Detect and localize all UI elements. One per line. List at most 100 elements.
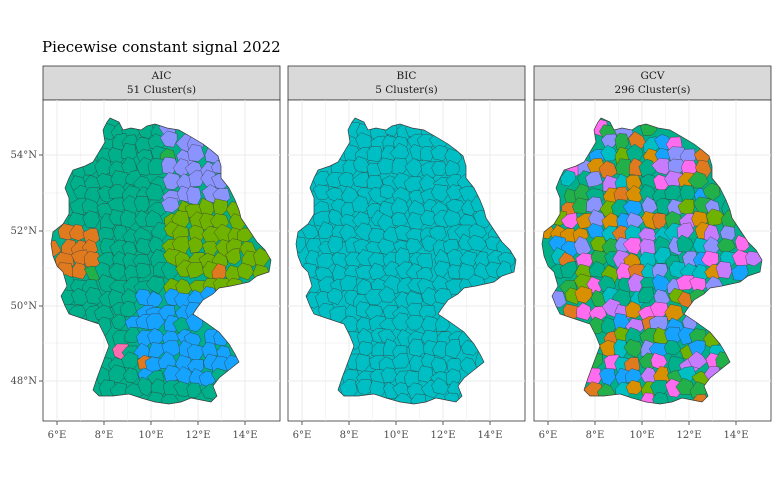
strip-method-gcv: GCV <box>640 70 664 82</box>
strip-clusters-gcv: 296 Cluster(s) <box>615 84 691 96</box>
district-region <box>655 197 672 216</box>
district-region <box>71 262 88 280</box>
y-tick-label: 50°N <box>11 301 38 312</box>
district-region <box>445 184 465 201</box>
x-axis-aic: 6°E 8°E 10°E 12°E 14°E <box>48 430 258 441</box>
district-region <box>355 264 373 280</box>
district-region <box>186 382 202 399</box>
district-region <box>225 248 242 265</box>
x-tick-label: 14°E <box>723 430 748 441</box>
country-outline <box>50 117 272 405</box>
y-axis: 54°N 52°N 50°N 48°N <box>11 150 43 387</box>
district-region <box>431 184 449 203</box>
district-region <box>122 367 139 384</box>
map-aic <box>50 117 272 405</box>
district-region <box>145 275 165 294</box>
map-gcv <box>541 117 763 405</box>
region-layer <box>542 118 762 404</box>
district-region <box>560 260 578 279</box>
y-tick-label: 52°N <box>11 226 38 237</box>
y-tick-label: 48°N <box>11 376 38 387</box>
district-region <box>574 286 593 304</box>
district-region <box>120 209 137 228</box>
district-region <box>145 183 165 201</box>
x-axis-gcv: 6°E 8°E 10°E 12°E 14°E <box>539 430 749 441</box>
x-tick-label: 12°E <box>185 430 210 441</box>
district-region <box>318 221 335 240</box>
district-region <box>121 351 139 370</box>
district-region <box>146 291 163 309</box>
district-region <box>715 261 733 279</box>
district-region <box>82 210 100 228</box>
district-region <box>585 170 604 188</box>
strip-gcv <box>533 65 772 101</box>
x-tick-label: 10°E <box>629 430 654 441</box>
district-region <box>85 287 104 305</box>
x-tick-label: 14°E <box>232 430 257 441</box>
region-layer <box>51 118 271 404</box>
panel-bic: BIC 5 Cluster(s) <box>287 65 526 425</box>
country-outline <box>295 117 517 405</box>
x-tick-label: 10°E <box>383 430 408 441</box>
district-region <box>431 377 451 395</box>
district-region <box>706 208 726 226</box>
district-region <box>237 262 255 281</box>
strip-bic <box>287 65 526 101</box>
x-tick-label: 12°E <box>676 430 701 441</box>
panel-gcv: GCV 296 Cluster(s) <box>533 65 772 425</box>
y-tick-label: 54°N <box>11 150 38 161</box>
district-region <box>161 196 180 213</box>
district-region <box>380 367 398 384</box>
district-region <box>151 222 168 241</box>
strip-clusters-aic: 51 Cluster(s) <box>127 84 196 96</box>
x-tick-label: 8°E <box>95 430 114 441</box>
district-region <box>111 314 127 331</box>
x-tick-label: 6°E <box>293 430 312 441</box>
district-region <box>637 286 655 304</box>
district-region <box>652 391 669 404</box>
district-region <box>312 184 331 200</box>
district-region <box>135 262 152 279</box>
district-region <box>576 302 592 321</box>
district-region <box>410 393 427 404</box>
district-region <box>70 287 90 306</box>
strip-method-aic: AIC <box>151 70 172 82</box>
district-region <box>687 351 708 369</box>
x-axis-bic: 6°E 8°E 10°E 12°E 14°E <box>293 430 503 441</box>
district-region <box>296 235 307 254</box>
district-region <box>137 376 154 397</box>
district-region <box>173 381 192 397</box>
district-region <box>588 260 607 278</box>
district-region <box>378 286 396 303</box>
district-region <box>391 352 410 369</box>
district-region <box>379 184 397 200</box>
district-region <box>430 144 449 162</box>
district-region <box>188 170 204 188</box>
district-region <box>638 158 657 177</box>
x-tick-label: 6°E <box>539 430 558 441</box>
x-tick-label: 8°E <box>340 430 359 441</box>
district-region <box>160 394 180 404</box>
district-region <box>145 313 166 330</box>
district-region <box>405 314 426 331</box>
country-outline <box>541 117 763 405</box>
district-region <box>94 157 114 177</box>
district-region <box>305 249 321 268</box>
district-region <box>622 237 643 255</box>
district-region <box>651 157 671 175</box>
district-region <box>187 143 205 162</box>
strip-method-bic: BIC <box>397 70 417 82</box>
x-tick-label: 6°E <box>48 430 67 441</box>
map-bic <box>295 117 517 405</box>
district-region <box>162 172 183 190</box>
district-region <box>687 171 709 189</box>
district-region <box>419 210 437 227</box>
district-region <box>159 130 178 148</box>
x-tick-label: 14°E <box>477 430 502 441</box>
district-region <box>432 341 449 359</box>
strip-aic <box>42 65 281 101</box>
district-region <box>676 274 694 291</box>
district-region <box>69 224 87 241</box>
x-tick-label: 10°E <box>138 430 163 441</box>
